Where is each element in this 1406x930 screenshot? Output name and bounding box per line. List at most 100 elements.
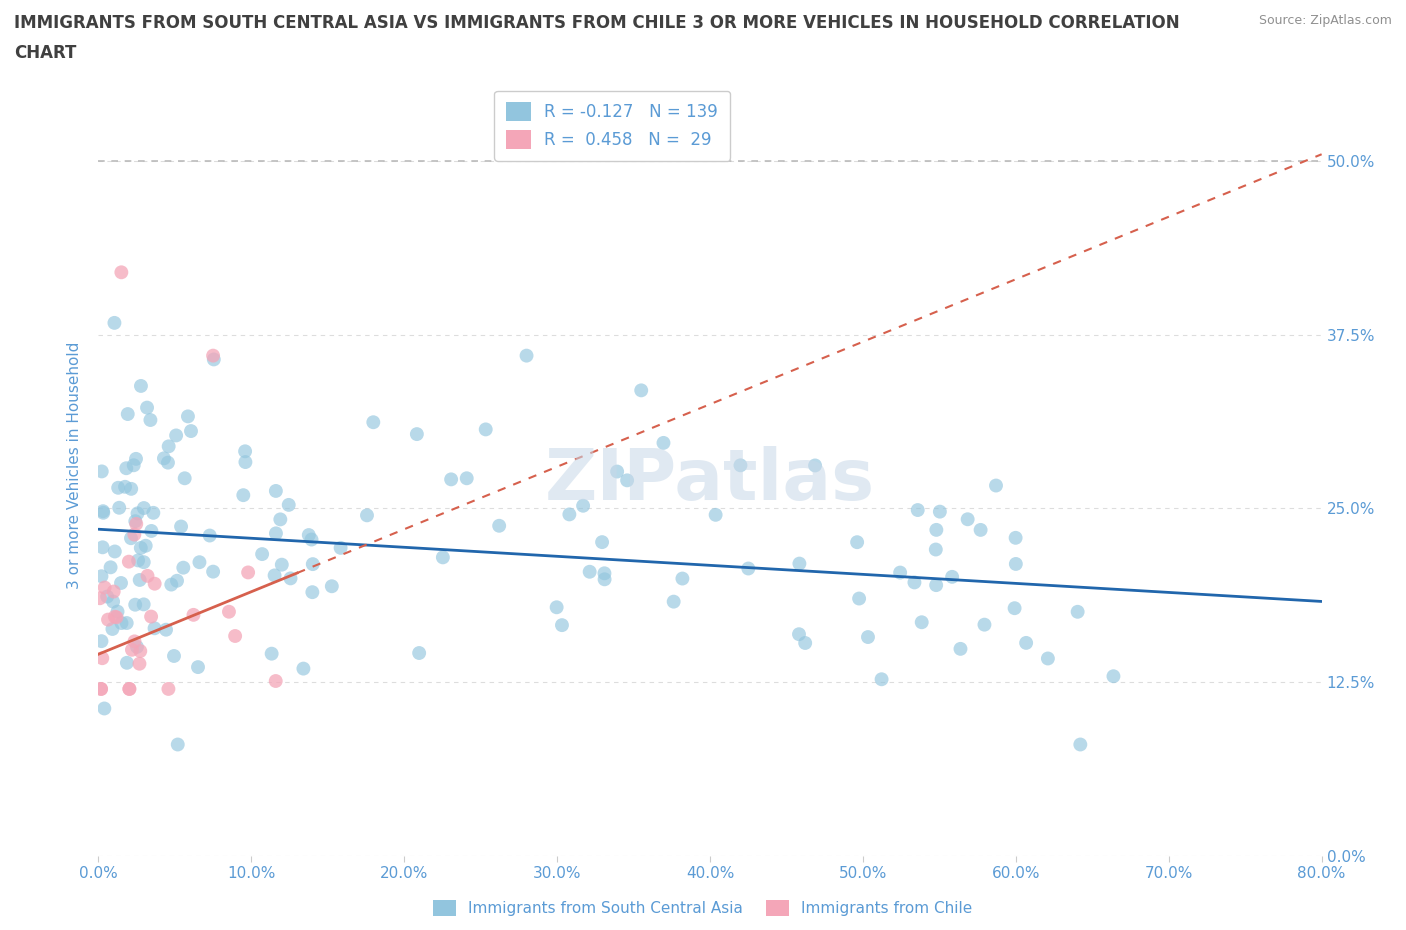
Point	[591, 535, 613, 550]
Point	[115, 656, 138, 671]
Point	[122, 458, 145, 472]
Point	[593, 565, 616, 580]
Point	[730, 458, 752, 472]
Point	[139, 609, 162, 624]
Point	[132, 597, 155, 612]
Point	[90, 682, 112, 697]
Point	[298, 527, 321, 542]
Point	[572, 498, 595, 513]
Point	[925, 542, 948, 557]
Point	[440, 472, 463, 486]
Point	[153, 451, 176, 466]
Point	[118, 682, 141, 697]
Point	[516, 348, 538, 363]
Point	[143, 621, 166, 636]
Point	[110, 265, 132, 280]
Point	[125, 516, 148, 531]
Point	[941, 569, 963, 584]
Point	[911, 615, 934, 630]
Point	[250, 547, 273, 562]
Point	[794, 635, 817, 650]
Point	[110, 576, 132, 591]
Point	[269, 512, 291, 526]
Point	[90, 682, 112, 697]
Point	[616, 472, 638, 487]
Point	[789, 556, 811, 571]
Point	[124, 513, 146, 528]
Point	[280, 571, 302, 586]
Point	[124, 527, 146, 542]
Point	[925, 523, 948, 538]
Point	[277, 498, 299, 512]
Point	[103, 315, 125, 330]
Point	[1102, 669, 1125, 684]
Point	[90, 569, 112, 584]
Point	[889, 565, 911, 580]
Point	[157, 439, 180, 454]
Point	[925, 578, 948, 592]
Point	[456, 471, 478, 485]
Point	[127, 553, 149, 568]
Point	[1036, 651, 1059, 666]
Point	[1004, 530, 1026, 545]
Point	[260, 646, 283, 661]
Point	[474, 422, 496, 437]
Point	[984, 478, 1007, 493]
Point	[264, 484, 287, 498]
Point	[292, 661, 315, 676]
Point	[846, 535, 869, 550]
Legend: R = -0.127   N = 139, R =  0.458   N =  29: R = -0.127 N = 139, R = 0.458 N = 29	[495, 90, 730, 161]
Point	[180, 424, 202, 439]
Point	[114, 479, 136, 494]
Point	[232, 487, 254, 502]
Point	[104, 609, 127, 624]
Point	[118, 682, 141, 697]
Point	[91, 651, 114, 666]
Point	[129, 540, 152, 555]
Point	[1004, 601, 1026, 616]
Point	[104, 544, 127, 559]
Point	[630, 383, 652, 398]
Point	[235, 455, 257, 470]
Point	[856, 630, 879, 644]
Point	[949, 642, 972, 657]
Point	[969, 523, 991, 538]
Point	[91, 540, 114, 555]
Point	[165, 428, 187, 443]
Point	[142, 505, 165, 520]
Text: IMMIGRANTS FROM SOUTH CENTRAL ASIA VS IMMIGRANTS FROM CHILE 3 OR MORE VEHICLES I: IMMIGRANTS FROM SOUTH CENTRAL ASIA VS IM…	[14, 14, 1180, 32]
Point	[155, 622, 177, 637]
Point	[1066, 604, 1088, 619]
Point	[132, 554, 155, 569]
Text: Source: ZipAtlas.com: Source: ZipAtlas.com	[1258, 14, 1392, 27]
Point	[405, 427, 427, 442]
Point	[432, 550, 454, 565]
Point	[301, 532, 323, 547]
Point	[166, 737, 188, 752]
Point	[139, 413, 162, 428]
Text: CHART: CHART	[14, 44, 76, 61]
Point	[928, 504, 950, 519]
Point	[172, 560, 194, 575]
Point	[546, 600, 568, 615]
Point	[128, 657, 150, 671]
Point	[558, 507, 581, 522]
Point	[183, 607, 205, 622]
Point	[671, 571, 693, 586]
Point	[177, 409, 200, 424]
Point	[173, 471, 195, 485]
Point	[408, 645, 430, 660]
Point	[93, 580, 115, 595]
Y-axis label: 3 or more Vehicles in Household: 3 or more Vehicles in Household	[67, 341, 83, 589]
Point	[662, 594, 685, 609]
Point	[907, 502, 929, 517]
Point	[108, 500, 131, 515]
Point	[121, 643, 143, 658]
Point	[132, 500, 155, 515]
Point	[93, 701, 115, 716]
Point	[166, 573, 188, 588]
Point	[848, 591, 870, 606]
Point	[202, 348, 225, 363]
Point	[90, 633, 112, 648]
Point	[870, 671, 893, 686]
